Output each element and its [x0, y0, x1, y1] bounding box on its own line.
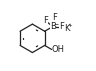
Text: F: F [59, 22, 64, 31]
Text: −: − [53, 21, 58, 26]
Text: B: B [50, 22, 56, 31]
Text: K: K [64, 24, 70, 33]
Text: F: F [53, 13, 58, 22]
Text: F: F [43, 16, 48, 25]
Text: +: + [67, 23, 72, 28]
Text: OH: OH [52, 45, 65, 54]
